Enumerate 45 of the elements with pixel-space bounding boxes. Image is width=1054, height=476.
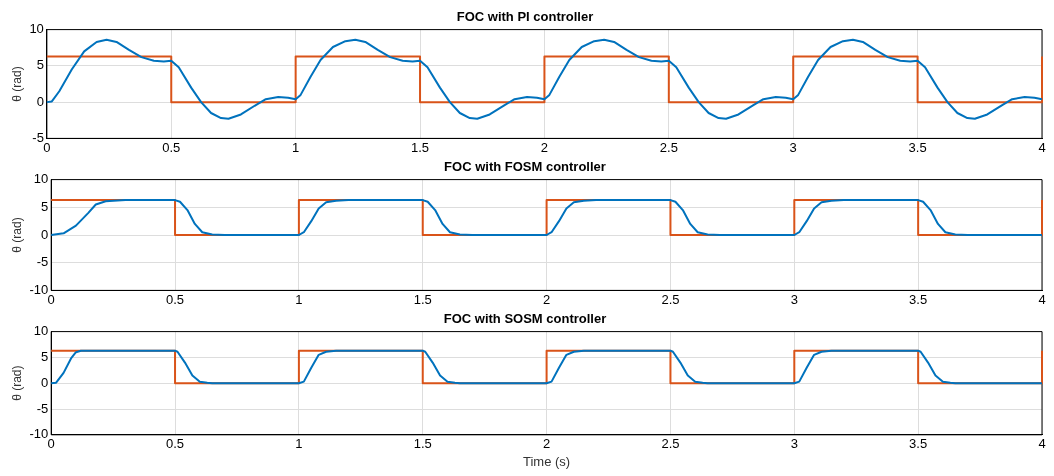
x-tick-label: 0.5 [166,436,185,452]
y-tick-label: 5 [36,57,44,73]
x-tick-label: 0.5 [162,139,181,155]
x-tick-label: 3.5 [909,436,928,452]
x-tick-label: 3.5 [908,139,927,155]
y-tick-label: -5 [36,254,49,270]
x-tick-label: 1.5 [413,291,432,307]
y-tick-label: -5 [36,400,49,416]
y-axis-title: θ (rad) [9,66,24,102]
y-tick-label: -10 [29,426,49,442]
y-tick-label: 10 [33,323,49,339]
y-tick-label: -10 [29,281,49,297]
x-tick-label: 2 [540,139,549,155]
x-tick-label: 3 [789,139,797,155]
x-tick-label: 1 [292,139,300,155]
x-tick-label: 1.5 [413,436,432,452]
x-tick-label: 2 [542,291,551,307]
x-tick-label: 4 [1038,291,1046,307]
y-axis-title: θ (rad) [9,365,24,401]
x-tick-label: 2.5 [661,436,680,452]
y-tick-label: 0 [40,226,49,242]
x-tick-label: 0.5 [166,291,185,307]
y-tick-label: 0 [40,374,49,390]
x-tick-label: 4 [1038,139,1046,155]
x-tick-label: 2.5 [661,291,680,307]
x-tick-label: 4 [1038,436,1046,452]
y-tick-label: -5 [32,129,44,145]
x-tick-label: 2.5 [659,139,678,155]
x-tick-label: 1 [295,436,303,452]
y-tick-label: 10 [29,21,44,37]
x-tick-label: 3 [790,291,798,307]
chart-title: FOC with PI controller [456,9,594,25]
y-tick-label: 5 [40,198,49,214]
x-tick-label: 3.5 [909,291,928,307]
y-tick-label: 10 [33,171,49,187]
x-tick-label: 2 [542,436,551,452]
x-tick-label: 3 [790,436,798,452]
y-axis-title: θ (rad) [9,217,24,253]
x-tick-label: 1 [295,291,303,307]
x-tick-label: 1.5 [411,139,430,155]
chart-title: FOC with FOSM controller [444,159,606,175]
chart-title: FOC with SOSM controller [443,311,607,327]
y-tick-label: 5 [40,348,49,364]
y-tick-label: 0 [36,93,44,109]
x-axis-title: Time (s) [523,453,571,469]
